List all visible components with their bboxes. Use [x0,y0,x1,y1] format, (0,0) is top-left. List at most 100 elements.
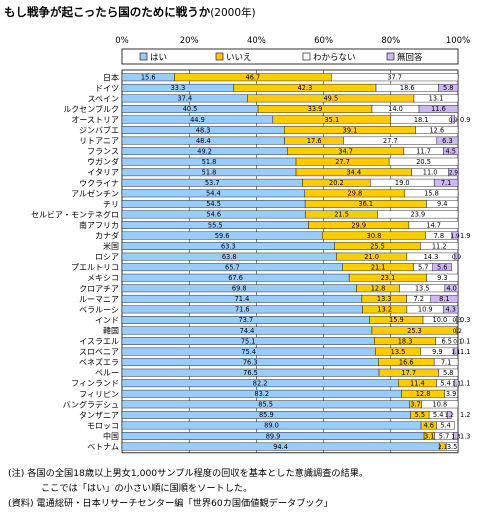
data-label: 89.0 [264,422,279,430]
data-label: 54.5 [206,200,221,208]
x-tick-label: 100% [446,36,470,46]
legend-label: わからない [313,53,356,63]
category-label: クロアチア [79,284,119,293]
data-label: 5.8 [443,84,454,92]
bar-segment [438,83,459,92]
data-label: 3.7 [410,401,421,409]
data-label: 0.3 [453,318,463,324]
data-label: 21.1 [371,263,386,271]
data-label: 89.9 [266,432,281,440]
data-label: 7.1 [441,179,452,187]
category-label: ロシア [95,253,119,262]
data-label: 3.9 [446,390,457,398]
category-label: 韓国 [103,325,119,335]
data-label: 11.6 [431,105,446,113]
data-label: 2.9 [449,171,459,177]
data-label: 34.4 [346,169,361,177]
data-label: 35.1 [324,116,339,124]
data-label: 67.6 [228,274,243,282]
x-tick-label: 20% [180,36,199,46]
bar-segment [426,273,459,282]
data-label: 30.8 [367,232,382,240]
data-label: 11.7 [416,147,431,155]
bar-segment [432,263,452,272]
data-label: 69.8 [232,285,247,293]
data-label: 4.3 [446,306,457,314]
data-label: 73.7 [238,316,253,324]
data-label: 13.1 [429,95,444,103]
bar-segment [453,432,459,440]
data-label: 18.1 [414,116,429,124]
data-label: 0.2 [453,329,463,335]
bar-segment [426,199,459,208]
data-label: 10.9 [418,306,433,314]
data-label: 54.4 [206,190,221,198]
bar-segment [454,379,459,388]
category-label: インド [95,316,119,325]
data-label: 17.7 [401,369,416,377]
data-label: 39.1 [343,126,358,134]
data-label: 19.0 [395,179,410,187]
x-tick-label: 0% [115,36,129,46]
category-label: ベラルーシ [79,305,119,314]
legend-label: いいえ [226,53,252,63]
data-label: 33.9 [308,105,323,113]
data-label: 16.6 [399,358,414,366]
data-label: 85.5 [258,401,273,409]
data-label: 63.8 [222,253,237,261]
data-label: 11.0 [423,169,438,177]
data-label: 23.9 [411,211,426,219]
category-label: ペルー [95,369,119,378]
data-label: 44.9 [190,116,205,124]
data-label: 10.8 [433,401,448,409]
category-label: 米国 [103,241,119,251]
note-line-3: (資料) 電通総研・日本リサーチセンター編「世界60カ国価値観データブック」 [8,498,333,509]
data-label: 5.6 [437,263,448,271]
category-label: ドイツ [95,84,119,93]
bar-segment [443,305,459,314]
category-label: オーストリア [71,115,119,124]
data-label: 5.7 [439,432,450,440]
category-label: プエルトリコ [71,263,119,272]
outside-data-label: 1.9 [460,232,471,240]
data-label: 76.5 [243,369,258,377]
category-label: ウガンダ [87,157,119,167]
category-label: ベネズエラ [79,357,119,367]
data-label: 15.9 [389,316,404,324]
bar-segment [436,421,455,430]
category-label: イスラエル [79,337,119,346]
bar-segment [408,221,459,229]
x-tick-label: 40% [247,36,266,46]
footnotes: (注) 各国の全国18歳以上男女1,000サンプル程度の回収を基本とした意識調査… [8,466,368,511]
bar-segment [446,442,459,451]
data-label: 4.0 [446,285,457,293]
data-label: 83.2 [254,390,269,398]
data-label: 75.1 [241,337,256,345]
bar-segment [447,410,452,419]
data-label: 23.1 [381,274,396,282]
data-label: 5.5 [415,411,426,419]
data-label: 1.1 [452,382,462,388]
bar-segment [451,231,459,240]
data-label: 1.9 [451,234,461,240]
data-label: 15.8 [424,190,439,198]
data-label: 13.2 [377,306,392,314]
data-label: 46.7 [246,74,261,82]
note-line-2: ここでは「はい」の小さい順に国順をソートした。 [41,483,253,494]
data-label: 5.4 [440,422,451,430]
data-label: 25.5 [370,242,385,250]
data-label: 34.7 [338,147,353,155]
data-label: 13.5 [415,285,430,293]
bar-segment [415,126,459,134]
data-label: 71.4 [235,295,250,303]
data-label: 10.0 [433,316,448,324]
legend-swatch [386,52,395,61]
category-label: ジンバブエ [79,125,119,135]
data-label: 53.7 [205,179,220,187]
bar-segment [436,136,459,145]
data-label: 14.7 [426,221,441,229]
data-label: 14.0 [388,105,403,113]
bar-segment [448,168,459,177]
data-label: 14.3 [424,253,439,261]
